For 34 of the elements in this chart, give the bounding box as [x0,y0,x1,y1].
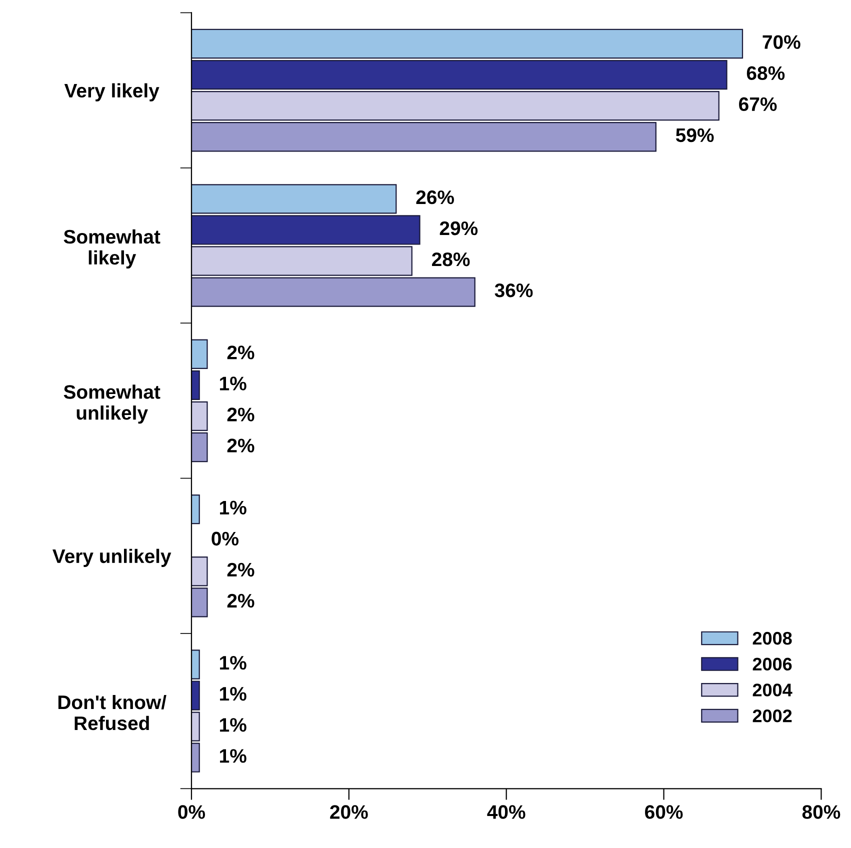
y-tick-label: Somewhat likely [64,229,160,268]
legend-label: 2004 [752,684,792,696]
data-label: 1% [220,656,246,670]
data-label: 67% [739,97,777,112]
x-tick-label: 0% [178,805,206,819]
data-label: 1% [220,749,246,763]
data-label: 1% [220,376,246,390]
data-label: 2% [227,408,254,422]
data-label: 28% [432,252,470,266]
y-tick-label: Very likely [64,83,160,102]
y-tick-label: Somewhat unlikely [64,384,160,424]
data-label: 2% [227,346,254,360]
legend-label: 2008 [752,632,792,645]
data-label: 70% [762,35,800,49]
data-label: 1% [220,718,246,732]
x-tick-label: 20% [330,805,368,819]
legend-label: 2006 [752,658,792,671]
x-tick-label: 80% [802,805,840,819]
data-label: 1% [220,687,246,701]
data-label: 68% [746,66,785,80]
data-label: 29% [440,221,478,236]
data-label: 26% [416,190,454,204]
data-label: 36% [494,284,533,298]
x-tick-label: 60% [645,805,683,819]
data-label: 2% [227,562,254,577]
data-label: 1% [220,500,246,514]
data-label: 0% [212,532,239,546]
y-tick-label: Very unlikely [52,548,172,567]
y-tick-label: Don't know/ Refused [58,694,166,730]
legend-label: 2002 [752,709,792,722]
data-label: 2% [227,438,254,452]
x-tick-label: 40% [487,805,526,819]
data-label: 59% [676,128,714,142]
data-label: 2% [227,594,254,608]
